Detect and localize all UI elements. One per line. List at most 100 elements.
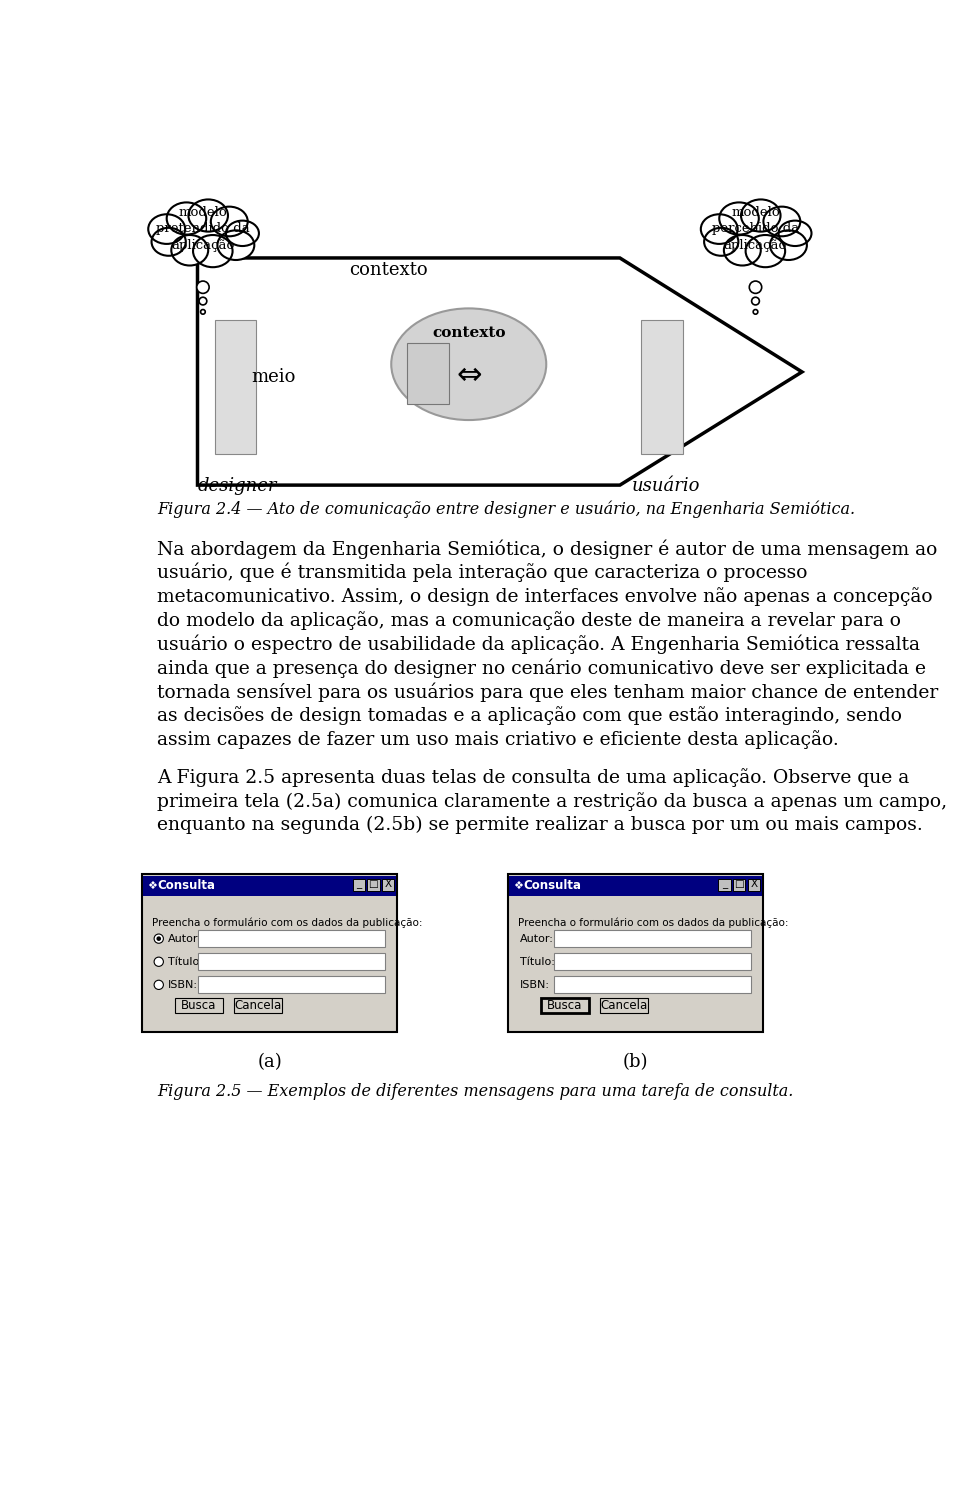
Text: Busca: Busca — [181, 1000, 217, 1012]
FancyBboxPatch shape — [407, 342, 449, 404]
Text: ❖: ❖ — [513, 881, 523, 891]
FancyBboxPatch shape — [540, 998, 588, 1013]
FancyBboxPatch shape — [554, 976, 751, 994]
Text: Busca: Busca — [547, 1000, 583, 1012]
Ellipse shape — [193, 235, 232, 267]
FancyBboxPatch shape — [198, 930, 385, 947]
Circle shape — [750, 280, 761, 294]
Text: X: X — [385, 879, 392, 890]
Text: Preencha o formulário com os dados da publicação:: Preencha o formulário com os dados da pu… — [517, 917, 788, 927]
Text: enquanto na segunda (2.5b) se permite realizar a busca por um ou mais campos.: enquanto na segunda (2.5b) se permite re… — [157, 816, 923, 834]
Ellipse shape — [701, 214, 737, 244]
FancyBboxPatch shape — [198, 953, 385, 970]
FancyBboxPatch shape — [641, 320, 684, 454]
Ellipse shape — [763, 207, 801, 237]
Ellipse shape — [746, 235, 785, 267]
Ellipse shape — [770, 231, 807, 259]
Text: primeira tela (2.5a) comunica claramente a restrição da busca a apenas um campo,: primeira tela (2.5a) comunica claramente… — [157, 792, 948, 810]
Polygon shape — [198, 258, 802, 486]
Ellipse shape — [167, 202, 206, 235]
Text: X: X — [751, 879, 757, 890]
Ellipse shape — [704, 228, 738, 256]
Circle shape — [199, 297, 206, 305]
Ellipse shape — [226, 220, 259, 246]
FancyBboxPatch shape — [508, 875, 763, 1031]
Ellipse shape — [779, 220, 811, 246]
Text: modelo
percebido da
aplicação: modelo percebido da aplicação — [712, 205, 799, 252]
Ellipse shape — [188, 199, 228, 232]
Text: Autor:: Autor: — [168, 933, 202, 944]
Text: Cancela: Cancela — [234, 1000, 281, 1012]
Text: usuário, que é transmitida pela interação que caracteriza o processo: usuário, que é transmitida pela interaçã… — [157, 562, 807, 582]
Text: Preencha o formulário com os dados da publicação:: Preencha o formulário com os dados da pu… — [152, 917, 422, 927]
Ellipse shape — [148, 214, 185, 244]
Text: ainda que a presença do designer no cenário comunicativo deve ser explicitada e: ainda que a presença do designer no cená… — [157, 659, 926, 679]
Ellipse shape — [724, 235, 760, 265]
Text: Na abordagem da Engenharia Semiótica, o designer é autor de uma mensagem ao: Na abordagem da Engenharia Semiótica, o … — [157, 538, 938, 558]
Text: ⇔: ⇔ — [456, 360, 482, 389]
Text: (b): (b) — [623, 1054, 648, 1071]
Circle shape — [156, 936, 161, 941]
Text: designer: designer — [198, 478, 277, 496]
Text: □: □ — [369, 879, 378, 890]
FancyBboxPatch shape — [215, 320, 255, 454]
FancyBboxPatch shape — [142, 875, 397, 1031]
Text: _: _ — [356, 879, 361, 890]
Ellipse shape — [152, 228, 186, 256]
Text: Figura 2.4 — Ato de comunicação entre designer e usuário, na Engenharia Semiótic: Figura 2.4 — Ato de comunicação entre de… — [157, 501, 855, 519]
FancyBboxPatch shape — [198, 976, 385, 994]
Text: Figura 2.5 — Exemplos de diferentes mensagens para uma tarefa de consulta.: Figura 2.5 — Exemplos de diferentes mens… — [157, 1083, 794, 1099]
FancyBboxPatch shape — [554, 953, 751, 970]
Text: ISBN:: ISBN: — [168, 980, 198, 989]
Text: usuário: usuário — [632, 478, 700, 496]
FancyBboxPatch shape — [382, 879, 395, 891]
Text: A Figura 2.5 apresenta duas telas de consulta de uma aplicação. Observe que a: A Figura 2.5 apresenta duas telas de con… — [157, 768, 909, 787]
Ellipse shape — [217, 231, 254, 259]
Text: modelo
pretendido da
aplicação: modelo pretendido da aplicação — [156, 205, 250, 252]
FancyBboxPatch shape — [352, 879, 365, 891]
Text: metacomunicativo. Assim, o design de interfaces envolve não apenas a concepção: metacomunicativo. Assim, o design de int… — [157, 587, 933, 606]
Text: Título:: Título: — [168, 956, 203, 967]
Text: assim capazes de fazer um uso mais criativo e eficiente desta aplicação.: assim capazes de fazer um uso mais criat… — [157, 730, 839, 749]
Ellipse shape — [719, 202, 758, 235]
Circle shape — [155, 958, 163, 967]
FancyBboxPatch shape — [514, 903, 757, 1025]
Ellipse shape — [392, 309, 546, 421]
Text: ❖: ❖ — [147, 881, 157, 891]
Text: Título:: Título: — [520, 956, 555, 967]
FancyBboxPatch shape — [748, 879, 760, 891]
Text: (a): (a) — [257, 1054, 282, 1071]
Text: Consulta: Consulta — [523, 879, 581, 893]
Text: usuário o espectro de usabilidade da aplicação. A Engenharia Semiótica ressalta: usuário o espectro de usabilidade da apl… — [157, 635, 921, 654]
Ellipse shape — [716, 214, 795, 252]
FancyBboxPatch shape — [148, 903, 392, 1025]
Circle shape — [155, 980, 163, 989]
Text: Consulta: Consulta — [157, 879, 215, 893]
FancyBboxPatch shape — [600, 998, 648, 1013]
Ellipse shape — [163, 214, 243, 252]
Circle shape — [754, 309, 757, 314]
FancyBboxPatch shape — [234, 998, 282, 1013]
Ellipse shape — [741, 199, 780, 232]
Ellipse shape — [211, 207, 248, 237]
Text: Autor:: Autor: — [520, 933, 554, 944]
FancyBboxPatch shape — [368, 879, 379, 891]
Text: □: □ — [734, 879, 744, 890]
Text: as decisões de design tomadas e a aplicação com que estão interagindo, sendo: as decisões de design tomadas e a aplica… — [157, 706, 902, 725]
FancyBboxPatch shape — [554, 930, 751, 947]
Text: ISBN:: ISBN: — [520, 980, 550, 989]
Circle shape — [752, 297, 759, 305]
Ellipse shape — [171, 235, 208, 265]
FancyBboxPatch shape — [509, 876, 761, 896]
FancyBboxPatch shape — [175, 998, 223, 1013]
Text: Cancela: Cancela — [600, 1000, 647, 1012]
Circle shape — [155, 933, 163, 944]
Text: _: _ — [722, 879, 727, 890]
Text: contexto: contexto — [348, 261, 427, 279]
Text: do modelo da aplicação, mas a comunicação deste de maneira a revelar para o: do modelo da aplicação, mas a comunicaçã… — [157, 611, 901, 629]
FancyBboxPatch shape — [143, 876, 396, 896]
Text: meio: meio — [252, 368, 296, 386]
Circle shape — [201, 309, 205, 314]
Text: contexto: contexto — [432, 326, 506, 341]
Circle shape — [197, 280, 209, 294]
